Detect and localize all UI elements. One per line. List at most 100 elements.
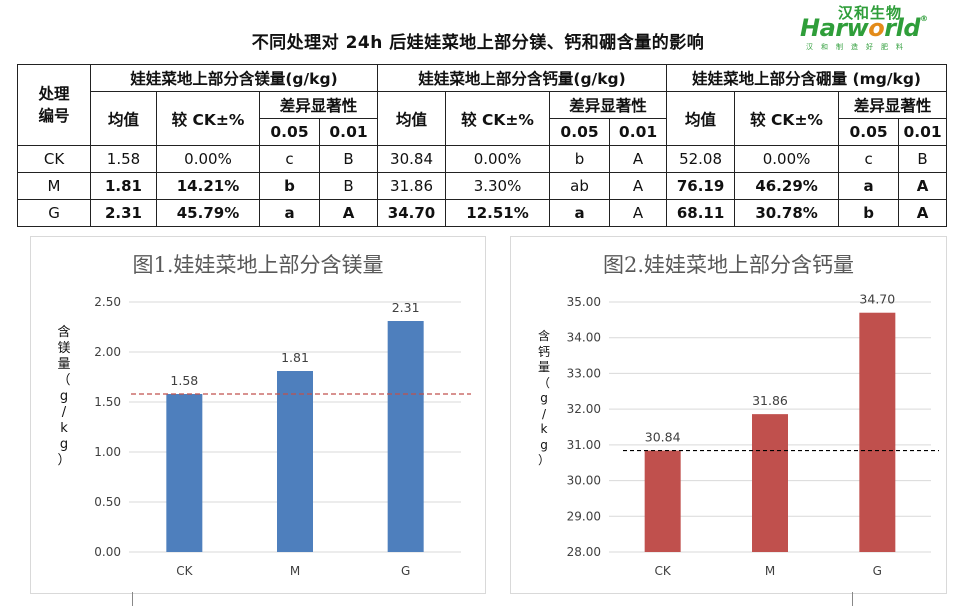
ca-bar-chart: 28.00 29.00 30.00 31.00 32.00 33.00 34.00 35.00… [567, 292, 939, 578]
data-label: 2.31 [392, 300, 420, 315]
cell-id: M [17, 172, 91, 200]
header-p005: 0.05 [259, 118, 320, 146]
header-significance: 差异显著性 [549, 91, 668, 119]
cell-b-sig05: b [838, 199, 900, 227]
page-title: 不同处理对 24h 后娃娃菜地上部分镁、钙和硼含量的影响 [251, 33, 705, 53]
data-label: 30.84 [645, 430, 681, 445]
x-tick-label: M [290, 564, 300, 578]
cell-b-sig01: A [898, 172, 948, 200]
header-mean: 均值 [377, 91, 447, 146]
header-vs-ck: 较 CK±% [156, 91, 260, 146]
cell-ca-pct: 3.30% [445, 172, 551, 200]
bar-g [387, 321, 424, 552]
divider-mark [132, 592, 133, 606]
y-tick-label: 28.00 [567, 545, 601, 559]
cell-mg-sig01: B [318, 145, 379, 173]
chart-title: 图1.娃娃菜地上部分含镁量 [132, 253, 384, 277]
header-significance: 差异显著性 [258, 91, 379, 119]
cell-mg-mean: 1.58 [90, 145, 157, 173]
cell-mg-sig05: a [259, 199, 320, 227]
cell-ca-sig01: A [609, 145, 668, 173]
y-tick-label: 0.50 [94, 495, 121, 509]
cell-ca-sig01: A [609, 199, 668, 227]
divider-mark [852, 592, 853, 606]
data-label: 34.70 [859, 292, 895, 307]
cell-ca-pct: 0.00% [445, 145, 551, 173]
cell-b-sig01: A [898, 199, 948, 227]
bar-m [752, 414, 788, 552]
header-p001: 0.01 [898, 118, 948, 146]
header-p005: 0.05 [549, 118, 611, 146]
data-label: 1.81 [281, 350, 309, 365]
cell-b-mean: 76.19 [666, 172, 736, 200]
cell-id: G [17, 199, 91, 227]
cell-mg-mean: 1.81 [90, 172, 157, 200]
x-tick-label: G [401, 564, 410, 578]
mg-bar-chart: 0.00 0.50 1.00 1.50 2.00 2.50 1.58 CK 1.81 M 2.31 G [94, 295, 471, 578]
y-tick-label: 32.00 [567, 402, 601, 416]
cell-b-sig05: a [838, 172, 900, 200]
y-tick-label: 1.00 [94, 445, 121, 459]
cell-ca-sig05: b [549, 145, 611, 173]
header-p001: 0.01 [318, 118, 379, 146]
cell-mg-pct: 14.21% [156, 172, 260, 200]
header-p001: 0.01 [609, 118, 668, 146]
y-tick-label: 2.00 [94, 345, 121, 359]
data-label: 1.58 [170, 373, 198, 388]
chart-title: 图2.娃娃菜地上部分含钙量 [602, 253, 855, 277]
y-tick-label: 34.00 [567, 331, 601, 345]
cell-mg-sig01: A [318, 199, 379, 227]
y-tick-label: 1.50 [94, 395, 121, 409]
bar-g [859, 312, 896, 552]
header-vs-ck: 较 CK±% [734, 91, 840, 146]
mg-chart-panel: 图1.娃娃菜地上部分含镁量 含镁量（g / k g） 0.00 0.50 1.00 1.50… [30, 236, 486, 594]
cell-b-pct: 30.78% [734, 199, 840, 227]
cell-ca-sig01: A [609, 172, 668, 200]
cell-mg-pct: 0.00% [156, 145, 260, 173]
bar-m [277, 371, 313, 552]
table-row: CK 1.58 0.00% c B 30.84 0.00% b A 52.08 … [17, 145, 948, 173]
results-table: 处理编号 娃娃菜地上部分含镁量(g/kg) 娃娃菜地上部分含钙量(g/kg) 娃… [17, 64, 948, 227]
x-tick-label: CK [655, 564, 672, 578]
cell-mg-pct: 45.79% [156, 199, 260, 227]
cell-b-mean: 68.11 [666, 199, 736, 227]
cell-b-pct: 46.29% [734, 172, 840, 200]
cell-mg-sig01: B [318, 172, 379, 200]
table-row: M 1.81 14.21% b B 31.86 3.30% ab A 76.19… [17, 172, 948, 200]
logo-chinese-text: 汉和生物 [838, 4, 903, 22]
header-mean: 均值 [90, 91, 157, 146]
y-axis-label: 含钙量（g / k g） [537, 329, 550, 467]
cell-b-pct: 0.00% [734, 145, 840, 173]
y-tick-label: 30.00 [567, 474, 601, 488]
logo-slogan: 汉和制造好肥料 [806, 43, 911, 51]
header-ca-group: 娃娃菜地上部分含钙量(g/kg) [377, 64, 668, 92]
cell-mg-mean: 2.31 [90, 199, 157, 227]
cell-b-sig01: B [898, 145, 948, 173]
y-tick-label: 33.00 [567, 366, 601, 380]
x-tick-label: M [765, 564, 775, 578]
header-b-group: 娃娃菜地上部分含硼量 (mg/kg) [666, 64, 948, 92]
x-tick-label: G [873, 564, 882, 578]
cell-ca-mean: 34.70 [377, 199, 447, 227]
cell-id: CK [17, 145, 91, 173]
y-tick-label: 29.00 [567, 509, 601, 523]
cell-ca-sig05: a [549, 199, 611, 227]
cell-ca-pct: 12.51% [445, 199, 551, 227]
table-row: G 2.31 45.79% a A 34.70 12.51% a A 68.11… [17, 199, 948, 227]
x-tick-label: CK [176, 564, 193, 578]
y-tick-label: 2.50 [94, 295, 121, 309]
cell-ca-mean: 30.84 [377, 145, 447, 173]
cell-ca-mean: 31.86 [377, 172, 447, 200]
bar-ck [644, 450, 681, 552]
header-vs-ck: 较 CK±% [445, 91, 551, 146]
header-mg-group: 娃娃菜地上部分含镁量(g/kg) [89, 64, 379, 92]
ca-chart-panel: 图2.娃娃菜地上部分含钙量 含钙量（g / k g） 28.00 29.00 30.00 3… [510, 236, 947, 594]
cell-b-mean: 52.08 [666, 145, 736, 173]
logo-english-text: Harworld® [800, 14, 928, 42]
header-p005: 0.05 [838, 118, 900, 146]
header-mean: 均值 [666, 91, 736, 146]
bar-ck [166, 394, 203, 552]
cell-b-sig05: c [838, 145, 900, 173]
cell-ca-sig05: ab [549, 172, 611, 200]
data-label: 31.86 [752, 393, 788, 408]
